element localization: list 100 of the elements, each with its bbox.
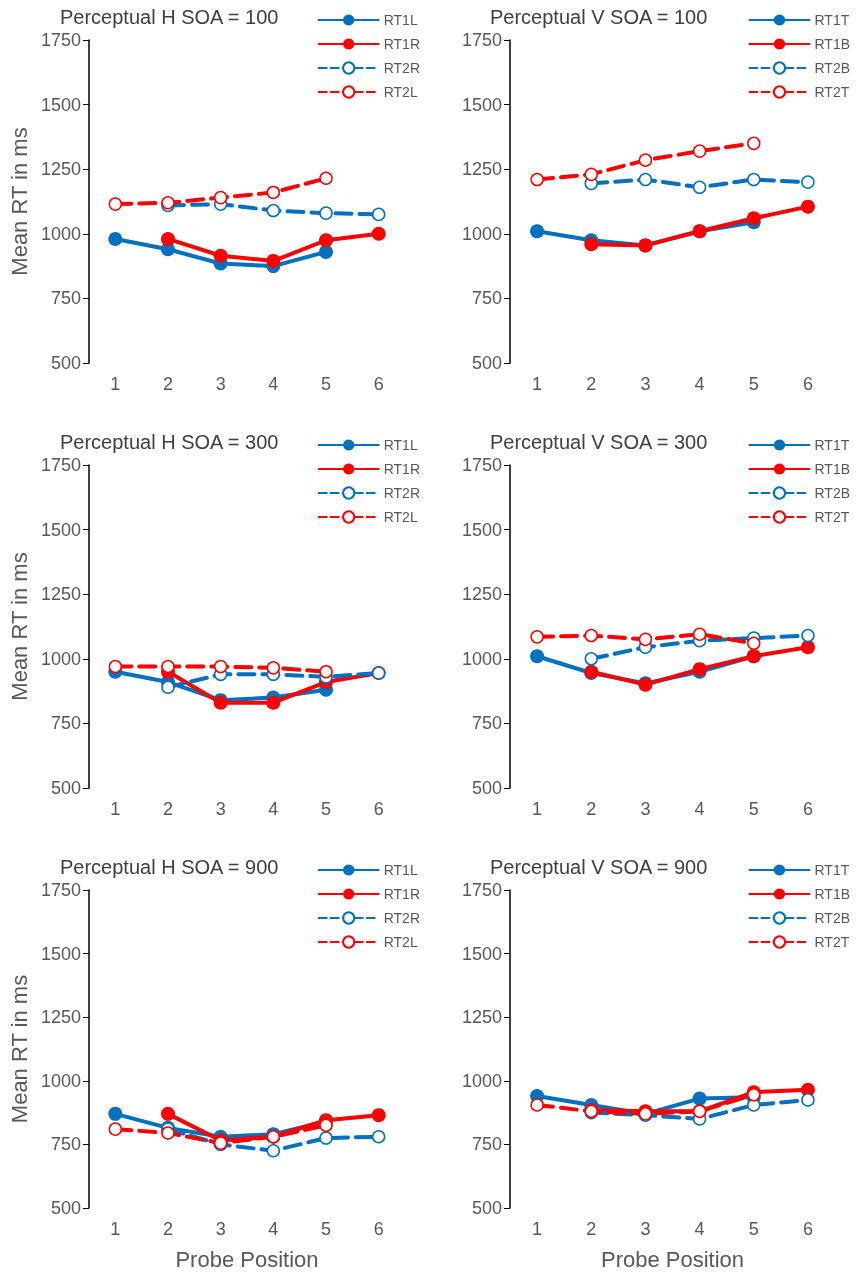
x-tick-label: 4 [268, 799, 279, 819]
y-tick-label: 500 [50, 353, 81, 373]
y-axis-title: Mean RT in ms [6, 552, 32, 701]
x-tick-label: 2 [586, 1219, 597, 1239]
x-tick-label: 3 [215, 799, 226, 819]
y-tick-label: 1250 [40, 159, 81, 180]
x-tick-label: 4 [268, 1219, 279, 1239]
y-tick-label: 500 [471, 778, 502, 798]
y-tick-label: 1000 [40, 648, 81, 669]
y-tick-label: 1750 [461, 880, 502, 900]
y-tick-label: 1500 [461, 519, 502, 540]
y-tick-label: 750 [471, 1134, 502, 1155]
y-tick-label: 1500 [40, 943, 81, 964]
legend-label: RT2B [814, 60, 851, 76]
y-tick-label: 1250 [40, 1007, 81, 1028]
x-tick-label: 5 [320, 799, 331, 819]
x-tick-label: 5 [748, 1219, 759, 1239]
x-tick-label: 3 [640, 1219, 651, 1239]
legend-label: RT2B [814, 485, 851, 501]
y-tick-label: 1000 [461, 1070, 502, 1091]
x-tick-label: 4 [694, 799, 705, 819]
legend-label: RT1T [814, 12, 850, 28]
x-tick-label: 2 [162, 1219, 173, 1239]
x-tick-label: 4 [268, 374, 279, 394]
x-tick-label: 3 [215, 374, 226, 394]
x-tick-label: 1 [110, 799, 121, 819]
x-tick-label: 5 [320, 374, 331, 394]
legend-label: RT2L [383, 84, 418, 100]
legend-label: RT1L [383, 437, 418, 453]
x-tick-label: 5 [748, 799, 759, 819]
x-tick-label: 2 [586, 799, 597, 819]
legend-label: RT1B [814, 461, 851, 477]
x-tick-label: 3 [640, 799, 651, 819]
legend-label: RT1B [814, 36, 851, 52]
y-tick-label: 1250 [461, 159, 502, 180]
chart-title: Perceptual V SOA = 300 [490, 431, 708, 453]
x-tick-label: 6 [802, 799, 813, 819]
y-tick-label: 500 [50, 778, 81, 798]
legend-label: RT1L [383, 12, 418, 28]
y-tick-label: 1750 [40, 455, 81, 475]
legend-label: RT1R [383, 461, 421, 477]
x-tick-label: 4 [694, 1219, 705, 1239]
x-tick-label: 6 [373, 1219, 384, 1239]
x-tick-label: 6 [802, 374, 813, 394]
y-tick-label: 750 [50, 1134, 81, 1155]
legend-label: RT2B [814, 910, 851, 926]
legend-label: RT2T [814, 509, 850, 525]
chart-title: Perceptual H SOA = 900 [60, 856, 279, 878]
chart-title: Perceptual V SOA = 900 [490, 856, 708, 878]
y-tick-label: 500 [50, 1198, 81, 1218]
x-axis-title: Probe Position [600, 1246, 745, 1272]
y-axis-title: Mean RT in ms [6, 974, 32, 1124]
y-tick-label: 750 [50, 713, 81, 734]
y-tick-label: 1500 [40, 94, 81, 115]
chart-title: Perceptual H SOA = 300 [60, 431, 279, 453]
y-tick-label: 1000 [40, 1070, 81, 1091]
x-tick-label: 5 [748, 374, 759, 394]
legend-label: RT1L [383, 862, 418, 878]
y-tick-label: 1250 [461, 584, 502, 605]
y-tick-label: 1000 [40, 223, 81, 244]
x-tick-label: 6 [802, 1219, 813, 1239]
y-tick-label: 500 [471, 353, 502, 373]
y-tick-label: 1500 [461, 94, 502, 115]
x-tick-label: 1 [532, 799, 543, 819]
legend-label: RT1T [814, 862, 850, 878]
x-tick-label: 1 [532, 374, 543, 394]
y-tick-label: 1500 [40, 519, 81, 540]
x-tick-label: 3 [215, 1219, 226, 1239]
x-tick-label: 1 [532, 1219, 543, 1239]
chart-title: Perceptual V SOA = 100 [490, 6, 708, 28]
x-tick-label: 2 [162, 799, 173, 819]
chart-title: Perceptual H SOA = 100 [60, 6, 279, 28]
y-tick-label: 750 [471, 713, 502, 734]
y-axis-title: Mean RT in ms [6, 127, 32, 276]
legend-label: RT1R [383, 36, 421, 52]
y-tick-label: 1250 [40, 584, 81, 605]
x-tick-label: 1 [110, 1219, 121, 1239]
legend-label: RT2L [383, 509, 418, 525]
legend-label: RT1B [814, 886, 851, 902]
y-tick-label: 1750 [461, 30, 502, 50]
legend-label: RT2T [814, 934, 850, 950]
x-tick-label: 2 [162, 374, 173, 394]
legend-label: RT2T [814, 84, 850, 100]
x-tick-label: 4 [694, 374, 705, 394]
y-tick-label: 1500 [461, 943, 502, 964]
y-tick-label: 1000 [461, 223, 502, 244]
y-tick-label: 1750 [40, 880, 81, 900]
x-axis-title: Probe Position [175, 1246, 319, 1272]
y-tick-label: 1000 [461, 648, 502, 669]
y-tick-label: 500 [471, 1198, 502, 1218]
y-tick-label: 750 [471, 288, 502, 309]
y-tick-label: 1250 [461, 1007, 502, 1028]
x-tick-label: 3 [640, 374, 651, 394]
legend-label: RT2R [383, 485, 421, 501]
legend-label: RT1T [814, 437, 850, 453]
legend-label: RT2R [383, 60, 421, 76]
y-tick-label: 1750 [40, 30, 81, 50]
x-tick-label: 2 [586, 374, 597, 394]
y-tick-label: 1750 [461, 455, 502, 475]
legend-label: RT2L [383, 934, 418, 950]
